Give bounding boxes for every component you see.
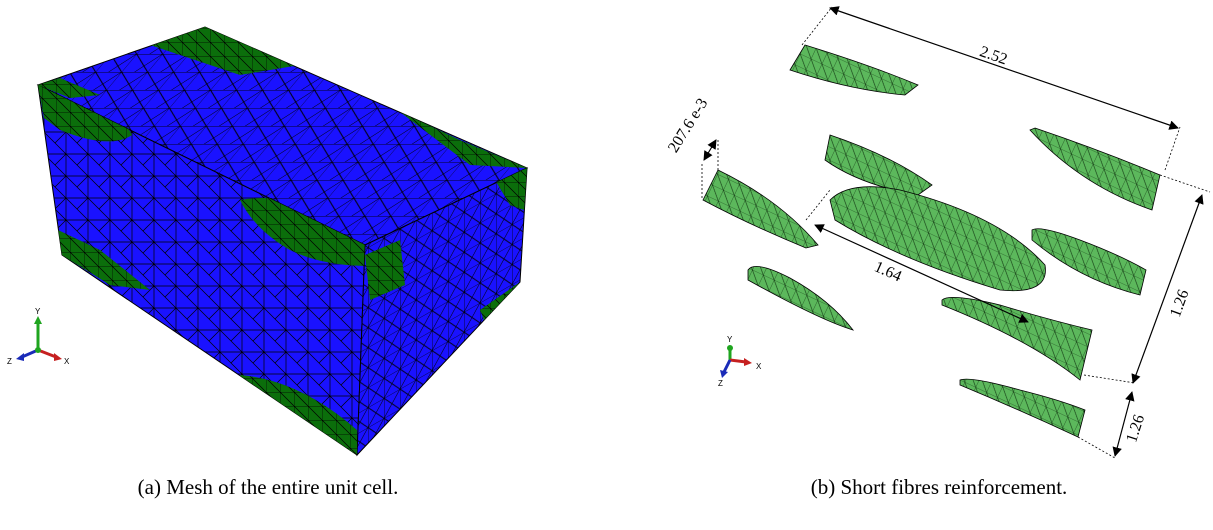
fibre-mid-upper — [825, 135, 932, 195]
dim-diameter-arrow — [704, 140, 716, 160]
caption-b: (b) Short fibres reinforcement. — [811, 475, 1068, 500]
short-fibres-drawing: 2.52 1.64 1.26 1.26 207.6 e-3 Y X Z — [600, 0, 1213, 530]
dim-height-lower-label: 1.26 — [1123, 413, 1148, 445]
dim-height-upper-label: 1.26 — [1167, 287, 1193, 319]
dim-length-label: 2.52 — [977, 43, 1009, 68]
axis-triad-a: Y X Z — [7, 307, 70, 366]
fibre-top-right — [1030, 128, 1160, 210]
fibre-center-lower — [942, 297, 1092, 380]
dim-diameter-label: 207.6 e-3 — [665, 95, 711, 155]
caption-a: (a) Mesh of the entire unit cell. — [138, 475, 399, 500]
dim-height-upper-arrow — [1133, 195, 1202, 383]
dim-length-guide-left — [802, 7, 832, 45]
dim-height-guide-bottom — [1078, 437, 1115, 458]
fibre-center-large — [830, 187, 1045, 291]
triad-b-z-label: Z — [718, 379, 723, 388]
dim-fibre-length-label: 1.64 — [872, 258, 904, 285]
fibre-top-left — [790, 45, 918, 95]
fibre-bottom — [960, 379, 1085, 437]
triad-a-y-label: Y — [35, 307, 41, 316]
triad-a-x-label: X — [64, 357, 70, 366]
triad-b-y-label: Y — [727, 335, 733, 344]
dim-length-guide-right — [1165, 127, 1180, 170]
panel-unit-cell-mesh: Y X Z (a) Mesh of the entire unit cell. — [0, 0, 600, 530]
dim-height-guide-mid — [1084, 375, 1135, 383]
unit-cell-mesh-drawing: Y X Z — [0, 0, 600, 530]
dim-fibre-length-guide — [806, 190, 830, 220]
triad-b-x-label: X — [756, 362, 762, 371]
panel-short-fibres: 2.52 1.64 1.26 1.26 207.6 e-3 Y X Z (b) … — [600, 0, 1213, 530]
fibre-left — [703, 170, 818, 248]
fibre-right-mid — [1032, 229, 1146, 295]
triad-a-z-label: Z — [7, 357, 12, 366]
dim-height-guide-top — [1160, 175, 1210, 192]
fibre-left-lower — [748, 266, 853, 330]
axis-triad-b: Y X Z — [718, 335, 762, 388]
